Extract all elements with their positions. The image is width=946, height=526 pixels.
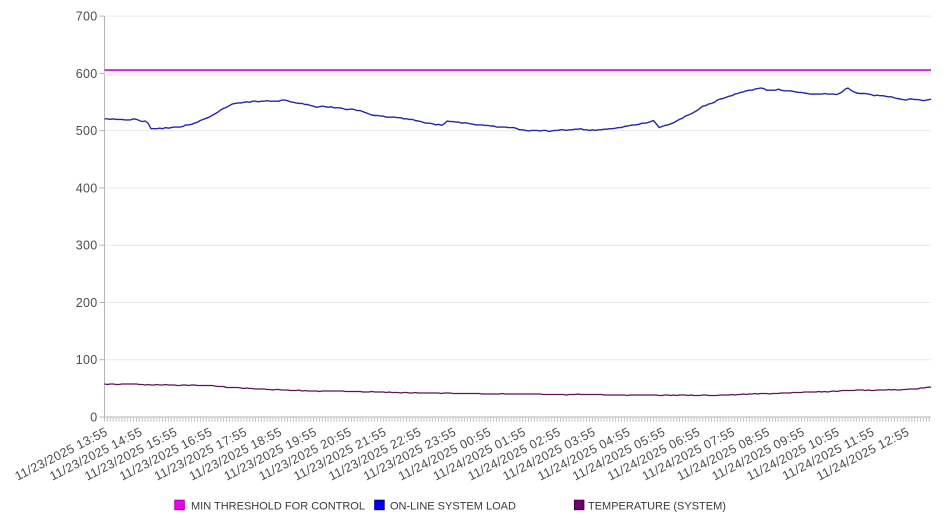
svg-text:TEMPERATURE (SYSTEM): TEMPERATURE (SYSTEM) [588,500,726,512]
svg-text:ON-LINE SYSTEM LOAD: ON-LINE SYSTEM LOAD [390,500,516,512]
svg-text:100: 100 [76,353,98,367]
svg-text:0: 0 [90,411,97,425]
svg-text:300: 300 [76,239,98,253]
svg-text:200: 200 [76,296,98,310]
svg-text:700: 700 [76,10,98,24]
svg-text:MIN THRESHOLD FOR CONTROL: MIN THRESHOLD FOR CONTROL [191,500,365,512]
svg-text:400: 400 [76,181,98,195]
svg-text:600: 600 [76,67,98,81]
svg-text:500: 500 [76,124,98,138]
